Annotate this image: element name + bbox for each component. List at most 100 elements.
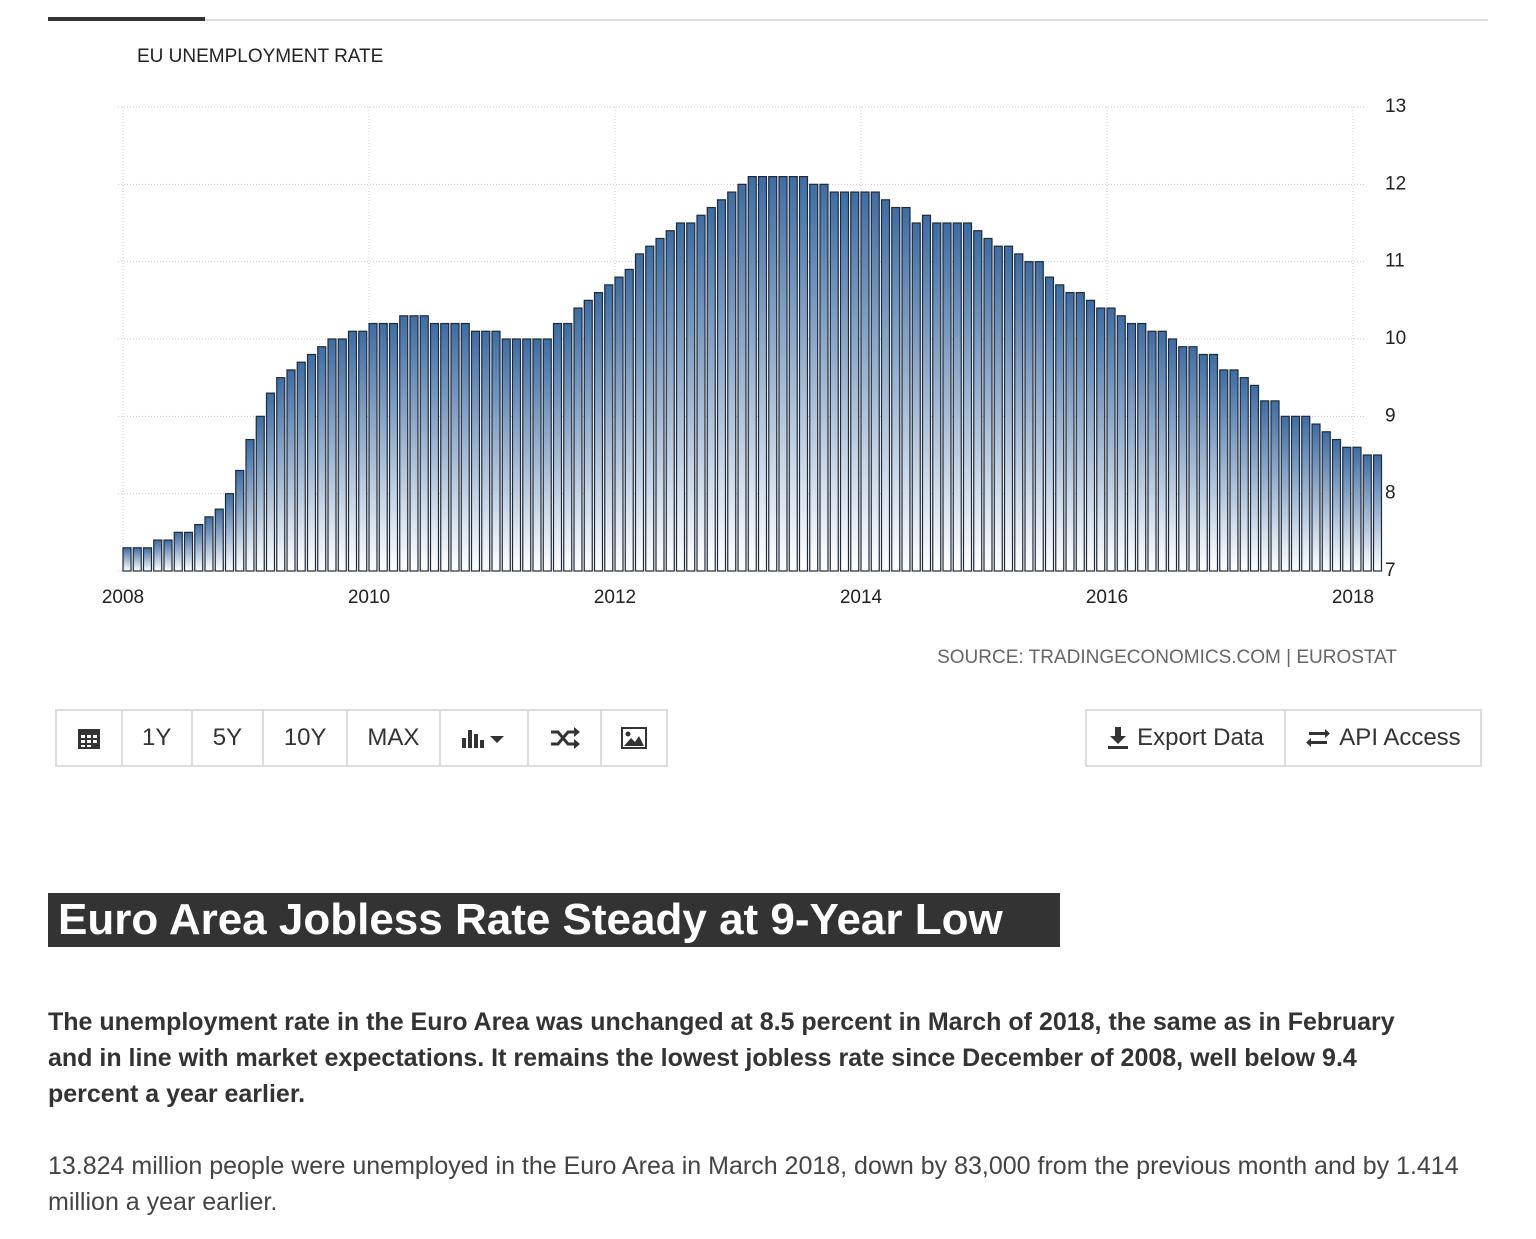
bar: [696, 214, 706, 572]
bar: [1106, 307, 1116, 572]
bar: [563, 322, 573, 572]
bar: [399, 315, 409, 572]
bar: [245, 438, 255, 572]
api-button[interactable]: API Access: [1286, 711, 1480, 765]
bar: [1034, 261, 1044, 572]
bar: [962, 222, 973, 572]
bar: [1321, 431, 1331, 572]
bar: [583, 299, 593, 572]
bar: [1219, 369, 1229, 572]
bar: [1126, 322, 1137, 572]
bar: [624, 268, 634, 572]
image-icon: [621, 727, 648, 749]
bar: [214, 508, 224, 572]
api-label: API Access: [1339, 724, 1461, 751]
range-button[interactable]: 1Y: [123, 711, 193, 765]
bar: [1331, 438, 1342, 572]
range-button[interactable]: MAX: [348, 711, 441, 765]
bar: [593, 292, 604, 572]
compare-button[interactable]: [529, 711, 603, 765]
bar: [1280, 415, 1290, 572]
bar: [1075, 292, 1085, 572]
bar: [1055, 284, 1065, 572]
y-tick-label: 10: [1385, 328, 1406, 349]
bar: [1352, 446, 1362, 572]
chart-type-button[interactable]: [441, 711, 530, 765]
bar: [973, 230, 983, 572]
range-button[interactable]: 10Y: [264, 711, 349, 765]
bar: [142, 547, 153, 572]
bar: [532, 338, 542, 572]
x-tick-label: 2008: [102, 587, 144, 608]
bar: [1362, 454, 1372, 572]
export-button[interactable]: Export Data: [1087, 711, 1286, 765]
y-tick-label: 8: [1385, 483, 1396, 504]
lead-paragraph: The unemployment rate in the Euro Area w…: [48, 1008, 1395, 1108]
y-tick-label: 11: [1385, 251, 1405, 272]
bar: [655, 237, 665, 572]
bar: [460, 322, 470, 572]
range-toolbar: 1Y 5Y 10Y MAX: [55, 709, 668, 767]
bar: [901, 206, 911, 572]
bar: [809, 183, 819, 572]
calendar-button[interactable]: [57, 711, 123, 765]
bar: [296, 361, 306, 572]
bar: [327, 338, 337, 572]
bar: [368, 322, 378, 572]
bar: [470, 330, 481, 572]
bar: [1085, 299, 1096, 572]
bar: [880, 199, 891, 572]
bar: [768, 176, 778, 572]
y-tick-label: 12: [1385, 173, 1406, 194]
chart: EU UNEMPLOYMENT RATE SOURCE: TRADINGECON…: [48, 17, 1488, 668]
source: SOURCE: TRADINGECONOMICS.COM | EUROSTAT: [937, 647, 1397, 668]
bar: [194, 523, 204, 572]
bar: [491, 330, 501, 572]
bar: [716, 199, 727, 572]
bar: [255, 415, 265, 572]
x-tick-label: 2010: [348, 587, 390, 608]
bar: [522, 338, 532, 572]
bar: [409, 315, 419, 572]
bar: [860, 191, 870, 572]
chart-type-icon: [462, 730, 505, 748]
bar: [204, 516, 214, 572]
shuffle-icon: [550, 727, 580, 749]
action-toolbar: Export Data API Access: [1085, 709, 1482, 767]
bar: [183, 531, 194, 572]
bar: [450, 322, 460, 572]
bar: [552, 322, 563, 572]
image-button[interactable]: [602, 711, 666, 765]
bar: [1116, 315, 1126, 572]
bar: [932, 222, 942, 572]
bar: [501, 338, 511, 572]
bar: [132, 547, 142, 572]
bar: [634, 253, 645, 572]
y-tick-label: 9: [1385, 405, 1396, 426]
export-label: Export Data: [1137, 724, 1264, 751]
bar: [891, 206, 901, 572]
x-tick-label: 2018: [1332, 587, 1374, 608]
bar: [675, 222, 686, 572]
bar: [163, 539, 173, 572]
bar: [993, 245, 1003, 572]
range-button[interactable]: 5Y: [193, 711, 265, 765]
bar: [1260, 400, 1270, 572]
bar: [1024, 261, 1034, 572]
bar: [224, 493, 235, 572]
bar: [1239, 377, 1249, 572]
bar: [604, 284, 614, 572]
bar: [757, 176, 768, 572]
bar: [1311, 423, 1321, 572]
bar: [276, 377, 286, 572]
exchange-icon: [1306, 729, 1331, 747]
headline: Euro Area Jobless Rate Steady at 9-Year …: [48, 893, 1060, 947]
bar: [788, 176, 798, 572]
bar: [347, 330, 358, 572]
bar: [286, 369, 296, 572]
bar: [1167, 338, 1178, 572]
bar: [1198, 353, 1208, 572]
body-paragraph: 13.824 million people were unemployed in…: [48, 1152, 1459, 1216]
bar: [122, 547, 132, 572]
